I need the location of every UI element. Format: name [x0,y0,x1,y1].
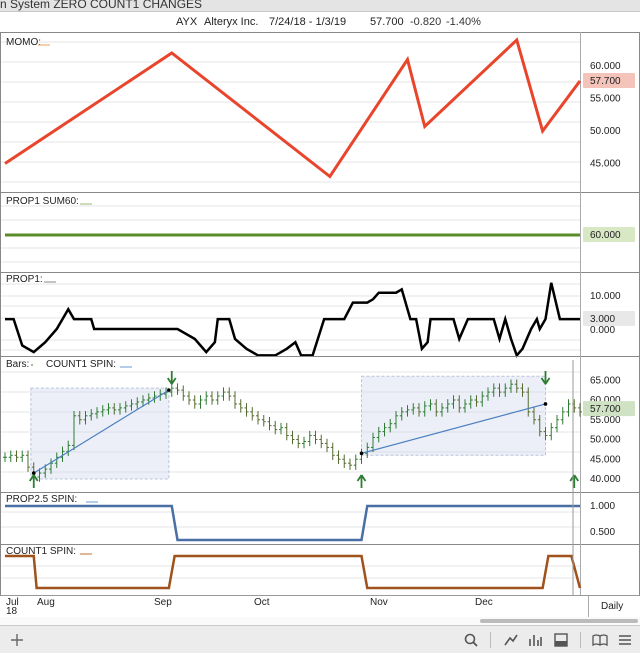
last-price: 57.700 [370,16,404,28]
scrollbar-thumb[interactable] [480,619,638,623]
trend-line [361,403,546,454]
up-arrow-shape [356,474,367,488]
add-icon[interactable] [8,631,26,649]
trend-line-point [543,402,548,406]
prop1sum60-panel-frame [0,192,640,273]
count1spin-study-label: COUNT1 SPIN: [46,359,116,370]
x-label-aug: Aug [37,597,55,608]
draw-line-icon[interactable] [502,631,520,649]
search-icon[interactable] [462,631,480,649]
down-arrow-icon [540,371,551,385]
count1-label: COUNT1 SPIN: [6,546,76,557]
down-arrow-shape [167,371,177,385]
x-label-nov: Nov [370,597,388,608]
bars-label: Bars: [6,359,29,370]
prop25-panel-frame [0,492,640,545]
x-axis: Jul 18 Aug Sep Oct Nov Dec Daily [0,595,640,618]
prop1-panel-frame [0,272,640,357]
down-arrow-icon [167,371,177,385]
toolbar-divider [490,632,491,648]
up-arrow-icon [569,474,579,488]
x-label-sep: Sep [154,597,172,608]
prop25-label: PROP2.5 SPIN: [6,494,77,505]
ticker-label: AYX [176,16,198,28]
momo-tick-45: 45.000 [590,159,621,170]
bars-current-badge [583,401,635,417]
prop1sum60-current-badge-text: 60.000 [590,230,621,241]
bars-tick-40: 40.000 [590,474,621,485]
pattern-box [30,387,170,480]
momo-tick-55: 55.000 [590,94,621,105]
prop1-label: PROP1: [6,274,43,285]
bars-tick-45: 45.000 [590,454,621,465]
x-label-oct: Oct [254,597,270,608]
up-arrow-icon [29,474,39,488]
down-arrow-shape [540,371,551,385]
prop1-tick-10: 10.000 [590,291,621,302]
window-title: n System ZERO COUNT1 CHANGES [0,0,203,11]
symbol-info-bar: AYX Alteryx Inc. 7/24/18 - 1/3/19 57.700… [0,12,640,32]
trend-line-point [167,388,171,392]
bars-current-badge-text: 57.700 [590,404,621,415]
pattern-box [361,375,546,456]
bars-tick-60: 60.000 [590,395,621,406]
percent-change: -1.40% [446,16,481,28]
up-arrow-shape [29,474,39,488]
book-icon[interactable] [591,631,609,649]
prop1sum60-label: PROP1 SUM60: [6,196,79,207]
period-label: Daily [601,601,624,612]
prop25-tick-1: 1.000 [590,501,615,512]
toolbar-divider [580,632,581,648]
date-range: 7/24/18 - 1/3/19 [269,16,347,28]
x-label-year: 18 [6,606,18,617]
chart-type-icon[interactable] [526,631,544,649]
count1-series [5,554,582,590]
prop25-series [5,504,580,542]
trend-line-point [31,471,36,475]
x-label-dec: Dec [475,597,493,608]
bottom-toolbar [0,625,640,653]
price-change: -0.820 [410,16,442,28]
trend-line-point [359,451,364,456]
momo-current-badge-text: 57.700 [590,76,621,87]
panel-layout-icon[interactable] [552,631,570,649]
prop1-series [5,282,580,358]
period-selector[interactable]: Daily [588,596,640,618]
list-icon[interactable] [616,631,634,649]
momo-tick-60: 60.000 [590,61,621,72]
bars-tick-50: 50.000 [590,435,621,446]
prop1-tick-0: 0.000 [590,325,615,336]
up-arrow-shape [569,474,579,488]
trend-line [33,389,170,474]
momo-current-badge [583,72,635,88]
prop25-tick-05: 0.500 [590,527,615,538]
bars-tick-65: 65.000 [590,375,621,386]
bars-tick-55: 55.000 [590,415,621,426]
up-arrow-icon [356,474,367,488]
x-label-jul: Jul [6,597,19,608]
company-name: Alteryx Inc. [204,16,259,28]
momo-tick-50: 50.000 [590,126,621,137]
momo-label: MOMO: [6,37,41,48]
prop1sum60-current-badge [583,227,635,242]
horizontal-scrollbar[interactable] [0,617,640,625]
momo-series [4,37,582,179]
prop1-current-badge [583,311,635,326]
window-titlebar: n System ZERO COUNT1 CHANGES [0,0,640,12]
chart-panels[interactable]: 60.000 55.000 50.000 45.000 MOMO: 57.700 PROP1… [0,0,640,595]
prop1-current-badge-text: 3.000 [590,314,615,325]
